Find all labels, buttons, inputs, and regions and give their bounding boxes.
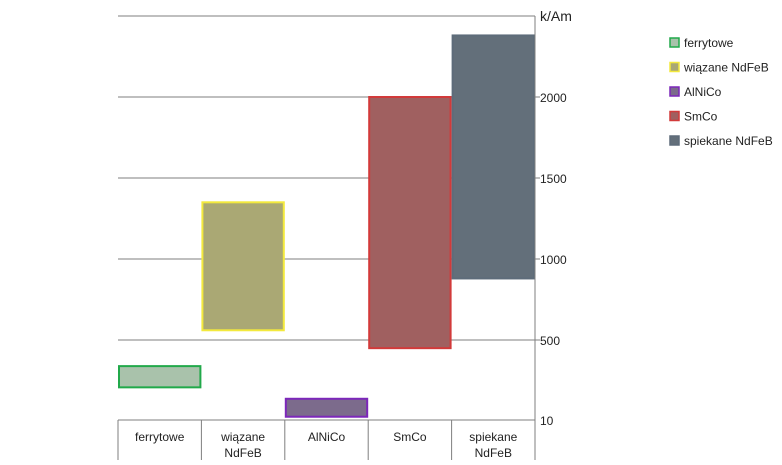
range-bar (284, 397, 369, 418)
x-tick-label: ferrytowe (135, 430, 185, 444)
legend-label: ferrytowe (684, 36, 734, 50)
y-tick-label: 1500 (540, 172, 567, 186)
axes (117, 16, 540, 460)
x-tick-label: wiązane NdFeB (220, 430, 265, 460)
legend: ferrytowe wiązane NdFeB AlNiCo SmCo spiekane… (669, 36, 773, 148)
legend-label: wiązane NdFeB (683, 61, 769, 75)
x-tick-labels: ferrytowe wiązane NdFeB AlNiCo SmCo spiekane N… (135, 430, 518, 460)
y-tick-label: 1000 (540, 253, 567, 267)
range-bars (118, 34, 536, 418)
legend-label: SmCo (684, 110, 718, 124)
x-tick-label: SmCo (393, 430, 427, 444)
range-bar (201, 201, 285, 332)
range-bar (368, 96, 452, 350)
legend-swatch (669, 86, 680, 97)
legend-label: spiekane NdFeB (684, 134, 773, 148)
y-tick-label: 500 (540, 334, 560, 348)
x-tick-label: AlNiCo (308, 430, 346, 444)
y-tick-label: 10 (540, 414, 554, 428)
range-bar (451, 34, 536, 280)
legend-swatch (669, 135, 680, 146)
y-axis-unit-label: k/Am (540, 8, 572, 24)
range-bar (118, 365, 202, 389)
y-tick-labels: 10 500 1000 1500 2000 (540, 91, 567, 428)
legend-swatch (669, 61, 680, 73)
legend-label: AlNiCo (684, 85, 722, 99)
legend-swatch (669, 110, 680, 122)
legend-swatch (669, 37, 680, 48)
x-tick-label: spiekane NdFeB (469, 430, 517, 460)
y-tick-label: 2000 (540, 91, 567, 105)
